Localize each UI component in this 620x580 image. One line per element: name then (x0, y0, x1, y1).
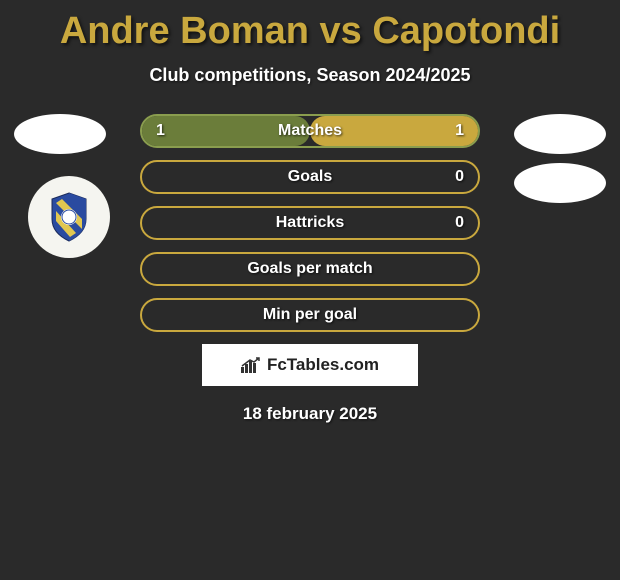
stat-bars: 1 Matches 1 Goals 0 Hattricks 0 Goals per match… (140, 114, 480, 332)
brand-text: FcTables.com (267, 355, 379, 375)
stat-bar: Goals per match (140, 252, 480, 286)
stat-bar: 1 Matches 1 (140, 114, 480, 148)
shield-icon (48, 191, 90, 243)
brand-box: FcTables.com (202, 344, 418, 386)
player-avatar-left (14, 114, 106, 154)
stat-label: Goals (288, 168, 332, 186)
comparison-area: 1 Matches 1 Goals 0 Hattricks 0 Goals per match… (0, 114, 620, 424)
chart-icon (241, 357, 263, 373)
page-subtitle: Club competitions, Season 2024/2025 (0, 65, 620, 86)
club-logo-left (28, 176, 110, 258)
stat-bar: Hattricks 0 (140, 206, 480, 240)
club-logo-right (514, 163, 606, 203)
stat-value-right: 1 (455, 122, 464, 140)
stat-label: Min per goal (263, 306, 357, 324)
stat-value-right: 0 (455, 214, 464, 232)
stat-bar: Goals 0 (140, 160, 480, 194)
stat-label: Matches (278, 122, 342, 140)
date-label: 18 february 2025 (0, 404, 620, 424)
stat-bar: Min per goal (140, 298, 480, 332)
stat-value-left: 1 (156, 122, 165, 140)
stat-label: Goals per match (247, 260, 372, 278)
stat-value-right: 0 (455, 168, 464, 186)
stat-label: Hattricks (276, 214, 344, 232)
player-avatar-right (514, 114, 606, 154)
page-title: Andre Boman vs Capotondi (0, 0, 620, 53)
